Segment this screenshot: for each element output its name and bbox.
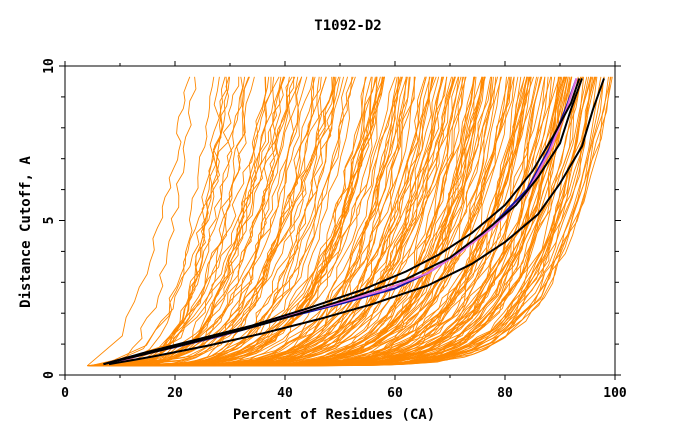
model-line — [112, 76, 275, 367]
model-line — [124, 76, 322, 367]
model-line — [125, 76, 228, 367]
model-line — [104, 76, 529, 367]
x-tick-label: 20 — [167, 386, 183, 401]
model-line — [115, 76, 333, 367]
model-line — [100, 76, 314, 367]
model-line — [97, 76, 403, 367]
model-line — [90, 76, 197, 367]
model-line — [94, 76, 334, 367]
model-line — [111, 76, 609, 367]
model-line — [92, 76, 512, 367]
model-line — [103, 76, 286, 367]
x-tick-label: 80 — [497, 386, 513, 401]
y-tick-label: 10 — [42, 58, 57, 74]
model-line — [87, 76, 191, 367]
model-line — [110, 76, 399, 367]
x-tick-label: 100 — [603, 386, 627, 401]
model-line — [93, 76, 356, 367]
model-line — [91, 76, 512, 367]
model-line — [120, 76, 244, 367]
model-line — [125, 76, 334, 367]
model-line — [120, 76, 295, 367]
x-tick-label: 60 — [387, 386, 403, 401]
background-model-lines — [87, 76, 613, 367]
model-line — [89, 76, 475, 367]
model-line — [116, 76, 535, 367]
y-tick-label: 0 — [42, 371, 57, 379]
y-axis-label: Distance Cutoff, A — [18, 156, 34, 308]
model-line — [95, 76, 401, 367]
model-line — [87, 76, 378, 367]
model-line — [113, 76, 403, 367]
model-line — [134, 76, 415, 367]
model-line — [122, 76, 226, 367]
model-line — [112, 76, 381, 367]
series-lines — [103, 78, 605, 366]
model-line — [109, 76, 612, 367]
model-line — [131, 76, 515, 367]
model-line — [91, 76, 383, 367]
model-line — [88, 76, 430, 367]
axis-ticks: 0 20 40 60 80 100 0 5 10 — [42, 58, 627, 401]
model-line — [130, 76, 448, 367]
x-axis-label: Percent of Residues (CA) — [233, 407, 435, 423]
model-line — [132, 76, 386, 367]
model-line — [94, 76, 303, 367]
model-line — [116, 76, 231, 367]
series-line — [108, 78, 605, 366]
model-line — [98, 76, 407, 367]
model-line — [101, 76, 240, 367]
model-line — [119, 76, 246, 367]
y-tick-label: 5 — [42, 217, 57, 225]
series-line — [103, 78, 583, 366]
model-line — [118, 76, 215, 367]
model-line — [101, 76, 282, 367]
model-line — [95, 76, 353, 367]
chart-title: T1092-D2 — [314, 18, 381, 34]
model-line — [97, 76, 569, 367]
model-line — [111, 76, 456, 367]
series-line — [103, 78, 581, 366]
x-tick-label: 0 — [61, 386, 69, 401]
model-line — [93, 76, 293, 367]
x-tick-label: 40 — [277, 386, 293, 401]
model-line — [89, 76, 327, 367]
model-line — [104, 76, 230, 367]
model-line — [95, 76, 267, 367]
